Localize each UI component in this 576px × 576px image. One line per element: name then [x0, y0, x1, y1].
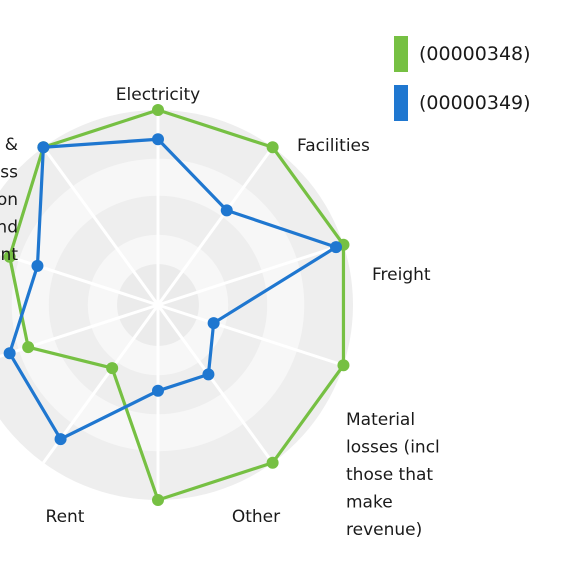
axis-label-line: Electricity [116, 85, 200, 105]
axis-label: Facilities [297, 136, 370, 156]
series-point [3, 347, 16, 360]
legend: (00000348) (00000349) [394, 36, 531, 134]
grid-spoke [157, 243, 344, 307]
series-point [152, 133, 164, 146]
axis-label-line: Other [232, 507, 280, 527]
axis-label: Material losses (incl those that make revenu… [346, 410, 440, 540]
axis-label: Other [232, 507, 280, 527]
series-point [220, 204, 233, 217]
legend-item-series-1[interactable]: (00000348) [394, 36, 531, 72]
axis-label: Rent [46, 507, 85, 527]
legend-label: (00000349) [419, 92, 531, 114]
series-point [330, 241, 343, 254]
axis-label-line: Rent [46, 507, 85, 527]
series-point [152, 104, 164, 116]
series-point [152, 384, 164, 397]
series-point [207, 317, 220, 330]
legend-item-series-2[interactable]: (00000349) [394, 85, 531, 121]
axis-label-line: Facilities [297, 136, 370, 156]
series-point [106, 362, 119, 375]
axis-label: & ss on nd ent [0, 135, 18, 265]
series-point [266, 141, 279, 154]
series-point [3, 250, 16, 263]
axis-label-line: losses (incl [346, 438, 440, 458]
axis-label-line: make [346, 493, 393, 513]
grid-spoke [157, 303, 344, 367]
series-point [266, 456, 279, 469]
series-point [31, 259, 44, 272]
legend-label: (00000348) [419, 43, 531, 65]
series-point [22, 341, 35, 354]
grid-spoke [156, 304, 274, 464]
series-point [337, 359, 350, 372]
axis-label: Freight [372, 265, 431, 285]
grid-spoke [0, 252, 159, 307]
axis-label-line: ent [0, 245, 18, 265]
axis-label-line: those that [346, 465, 433, 485]
legend-swatch-blue [394, 85, 408, 121]
grid-spoke [0, 303, 159, 358]
axis-label-line: Freight [372, 265, 431, 285]
series-point [202, 368, 215, 381]
axis-label-line: ss [0, 163, 18, 183]
series-point [152, 494, 164, 506]
grid-spoke [42, 146, 160, 306]
axis-label-line: Material [346, 410, 415, 430]
axis-label-line: nd [0, 218, 18, 238]
series-point [54, 433, 67, 446]
axis-label: Electricity [116, 85, 200, 105]
axis-label-line: & [5, 135, 18, 155]
series-point [37, 141, 50, 154]
axis-label-line: revenue) [346, 520, 422, 540]
grid-spoke [156, 146, 274, 306]
legend-swatch-green [394, 36, 408, 72]
axis-label-line: on [0, 190, 18, 210]
